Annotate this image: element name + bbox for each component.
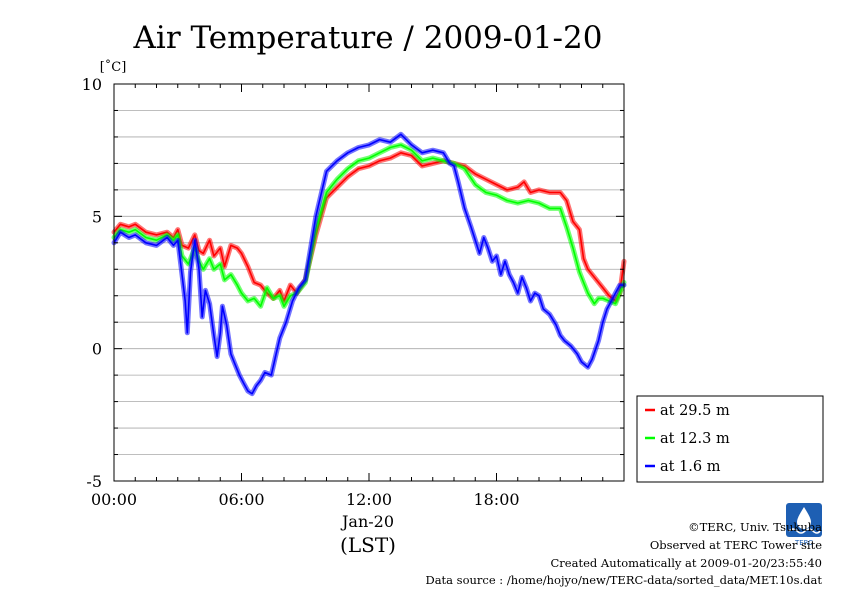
y-tick-label: 0 bbox=[92, 340, 102, 359]
date-label: Jan-20 bbox=[340, 512, 394, 531]
legend: at 29.5 m at 12.3 m at 1.6 m bbox=[636, 395, 824, 483]
wave-icon bbox=[788, 528, 821, 534]
series-line-glow-2 bbox=[111, 131, 627, 397]
legend-box bbox=[636, 395, 824, 483]
footer-created: Created Automatically at 2009-01-20/23:5… bbox=[550, 556, 823, 570]
x-tick-label: 06:00 bbox=[218, 490, 264, 509]
x-tick-labels: 00:00 06:00 12:00 18:00 bbox=[91, 490, 520, 509]
series-line-0 bbox=[113, 152, 625, 302]
footer-observed: Observed at TERC Tower site bbox=[649, 538, 822, 552]
y-tick-label: -5 bbox=[86, 472, 102, 491]
x-tick-label: 18:00 bbox=[473, 490, 519, 509]
water-drop-icon bbox=[797, 507, 811, 529]
y-tick-label: 10 bbox=[82, 75, 102, 94]
y-tick-labels: -5 0 5 10 bbox=[82, 75, 102, 491]
footer-copyright: ©TERC, Univ. Tsukuba bbox=[688, 520, 822, 534]
chart-title: Air Temperature / 2009-01-20 bbox=[133, 20, 603, 56]
legend-label-2: at 1.6 m bbox=[660, 459, 721, 475]
terc-logo: TERC bbox=[786, 503, 822, 547]
series-line-2 bbox=[113, 133, 624, 395]
legend-label-1: at 12.3 m bbox=[660, 431, 730, 447]
x-axis-label: (LST) bbox=[340, 533, 396, 557]
x-tick-label: 00:00 bbox=[91, 490, 137, 509]
gridlines bbox=[114, 110, 624, 455]
legend-label-0: at 29.5 m bbox=[660, 403, 730, 419]
y-tick-label: 5 bbox=[92, 207, 102, 226]
series-lines bbox=[111, 131, 627, 397]
footer-source: Data source : /home/hojyo/new/TERC-data/… bbox=[425, 573, 822, 587]
logo-text: TERC bbox=[794, 539, 813, 547]
x-tick-label: 12:00 bbox=[346, 490, 392, 509]
y-axis-unit-label: [˚C] bbox=[100, 59, 127, 75]
axis-ticks bbox=[113, 83, 625, 482]
